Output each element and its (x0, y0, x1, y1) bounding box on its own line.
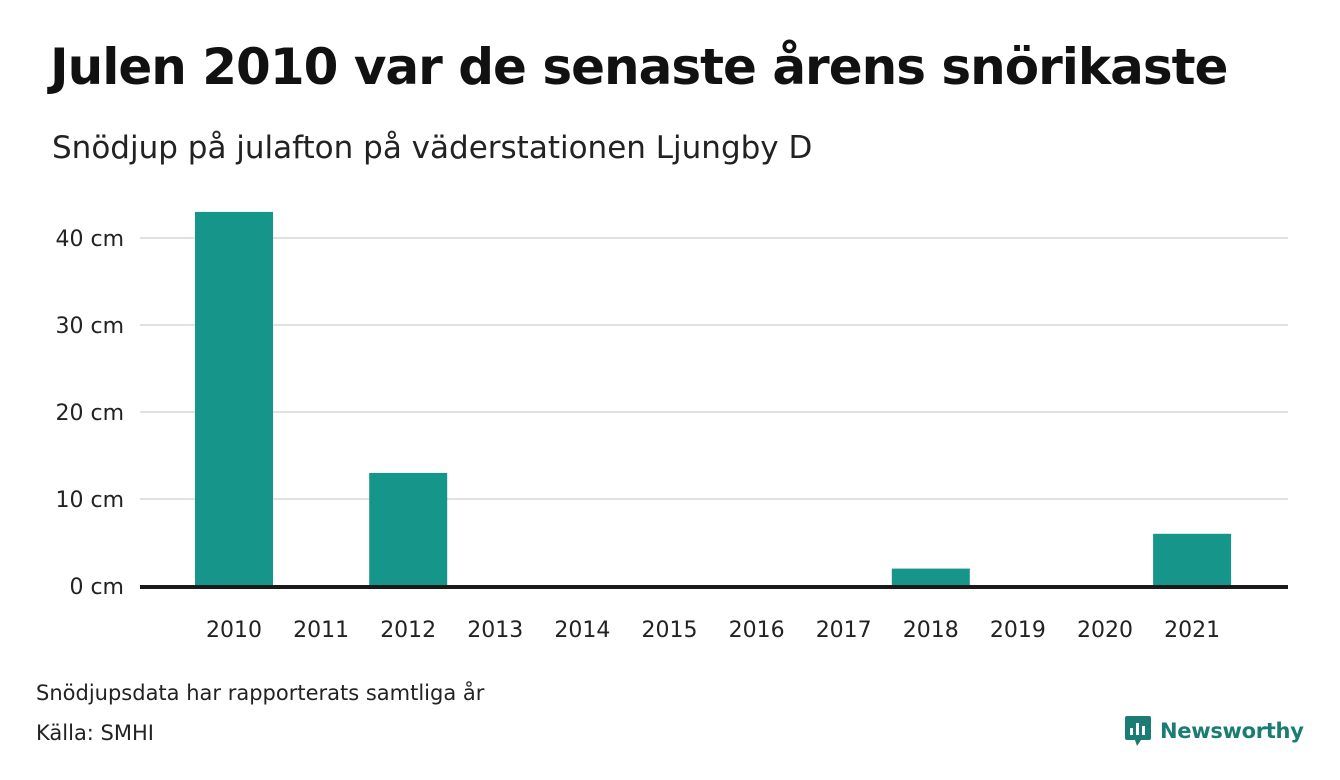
bar-2018[interactable] (891, 568, 970, 586)
chart-subtitle: Snödjup på julafton på väderstationen Lj… (52, 130, 813, 166)
bar-2012[interactable] (369, 472, 448, 586)
source-credit: Källa: SMHI (36, 721, 154, 745)
x-tick-label: 2015 (642, 618, 698, 643)
x-tick-label: 2012 (380, 618, 436, 643)
bar-2021[interactable] (1153, 533, 1232, 586)
x-tick-label: 2021 (1164, 618, 1220, 643)
x-tick-label: 2017 (816, 618, 872, 643)
x-tick-label: 2013 (467, 618, 523, 643)
brand-logo[interactable]: Newsworthy (1124, 714, 1304, 748)
x-tick-label: 2016 (729, 618, 785, 643)
y-tick-label: 0 cm (69, 575, 124, 600)
x-tick-label: 2011 (293, 618, 349, 643)
brand-name: Newsworthy (1160, 719, 1304, 743)
x-tick-label: 2010 (206, 618, 262, 643)
bars (195, 211, 1232, 586)
gridlines (140, 237, 1288, 500)
y-axis-tick-labels: 0 cm 10 cm 20 cm 30 cm 40 cm (55, 227, 124, 600)
newsworthy-chart-bubble-icon (1125, 716, 1151, 746)
y-tick-label: 10 cm (55, 488, 124, 513)
x-tick-label: 2020 (1077, 618, 1133, 643)
bar-2010[interactable] (195, 211, 273, 586)
x-tick-label: 2019 (990, 618, 1046, 643)
y-tick-label: 30 cm (55, 314, 124, 339)
x-axis-tick-labels: 2010 2011 2012 2013 2014 2015 2016 2017 2018 2019… (206, 618, 1220, 643)
x-tick-label: 2014 (554, 618, 610, 643)
footnote: Snödjupsdata har rapporterats samtliga å… (36, 681, 485, 705)
x-tick-label: 2018 (903, 618, 959, 643)
chart-title: Julen 2010 var de senaste årens snörikas… (50, 38, 1228, 96)
y-tick-label: 20 cm (55, 401, 124, 426)
y-tick-label: 40 cm (55, 227, 124, 252)
